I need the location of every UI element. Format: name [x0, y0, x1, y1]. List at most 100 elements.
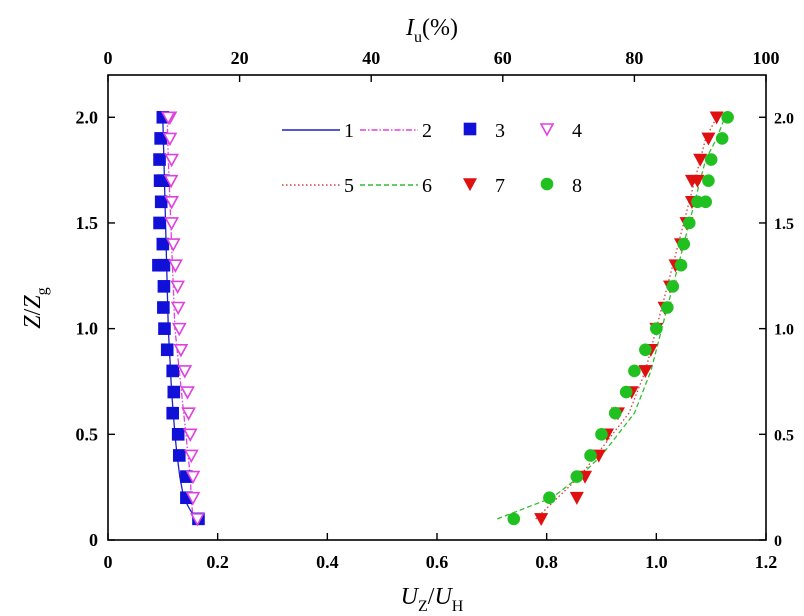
series-8-point — [721, 110, 734, 124]
series-8-point — [682, 216, 696, 230]
series-7-point — [701, 132, 716, 146]
bottom-axis-title: UZ/UH — [401, 584, 464, 615]
series-7-point — [709, 111, 724, 125]
legend-marker-3 — [463, 122, 477, 136]
left-tick-label: 2.0 — [76, 107, 99, 127]
bottom-tick-label: 0.8 — [535, 552, 558, 572]
left-tick-label: 1.0 — [76, 319, 99, 339]
left-axis-title-main: Z — [20, 315, 46, 329]
series-4-point — [162, 132, 178, 147]
series-4-point — [190, 513, 205, 527]
series-3-point — [154, 195, 168, 209]
bottom-tick-label: 1.2 — [755, 552, 778, 572]
series-4-point — [170, 301, 186, 316]
bottom-axis-title-main-sub: Z — [418, 598, 428, 615]
bottom-axis-title-den: U — [434, 584, 453, 610]
bottom-tick-label: 0 — [104, 552, 113, 572]
series-layer — [152, 110, 734, 527]
legend-marker-4 — [539, 123, 555, 137]
series-3-point — [158, 322, 171, 335]
series-4-point — [185, 491, 201, 506]
series-8-point — [507, 512, 521, 526]
series-3-point — [153, 216, 166, 230]
series-3-point — [157, 301, 170, 314]
series-4-point — [180, 386, 195, 400]
series-4-point — [164, 153, 179, 168]
left-axis-title: Z/Zg — [20, 287, 51, 328]
series-3-point — [166, 406, 180, 420]
bottom-tick-label: 0.2 — [206, 552, 229, 572]
legend-label-6: 6 — [422, 175, 432, 197]
bottom-axis-title-main: U — [401, 584, 420, 610]
left-tick-label: 0.5 — [76, 424, 99, 444]
right-tick-label: 2.0 — [774, 110, 794, 127]
bottom-tick-label: 0.4 — [316, 552, 339, 572]
legend-marker-7 — [462, 178, 478, 192]
series-8-point — [660, 301, 674, 314]
top-tick-label: 0 — [104, 48, 113, 68]
right-tick-label: 1.5 — [774, 216, 794, 233]
series-8-point — [584, 449, 597, 462]
series-8-point — [677, 237, 691, 251]
series-4-point — [185, 470, 201, 485]
bottom-tick-label: 0.6 — [426, 552, 449, 572]
ticks-layer: 0 0.2 0.4 0.6 0.8 1.0 1.20 20 40 60 80 10000.51.01.… — [76, 48, 795, 572]
series-4-point — [164, 217, 179, 231]
legend-label-5: 5 — [344, 175, 354, 197]
series-3-point — [153, 174, 167, 187]
legend: 1 2 3 4 5 6 7 8 — [282, 120, 582, 197]
series-4-point — [163, 174, 179, 189]
top-tick-label: 80 — [625, 48, 643, 68]
series-8-point — [704, 153, 718, 166]
series-3-point — [166, 364, 180, 378]
top-axis-title-suffix: (%) — [422, 15, 458, 41]
series-7-point — [534, 513, 549, 526]
top-axis-title-main: I — [405, 15, 415, 41]
series-3-point — [152, 258, 165, 272]
top-tick-label: 60 — [494, 48, 512, 68]
legend-marker-8 — [540, 177, 554, 191]
left-axis-title-den: Z — [20, 295, 46, 309]
series-3-point — [156, 237, 170, 251]
series-8-point — [702, 174, 715, 187]
series-4-point — [171, 322, 187, 337]
series-4-point — [168, 259, 183, 273]
series-3-point — [157, 280, 171, 293]
legend-label-7: 7 — [495, 175, 505, 197]
series-4-point — [181, 407, 196, 421]
series-7-point — [638, 365, 653, 379]
series-4-point — [160, 111, 176, 125]
top-axis-title: Iu(%) — [405, 15, 458, 46]
series-7-point — [693, 153, 708, 167]
top-tick-label: 20 — [231, 48, 249, 68]
series-line-2 — [166, 117, 194, 519]
left-tick-label: 0 — [89, 530, 98, 550]
series-4-point — [165, 238, 181, 252]
series-8-point — [628, 364, 641, 378]
series-8-point — [595, 428, 608, 441]
series-8-point — [608, 406, 622, 420]
series-3-point — [171, 428, 185, 441]
series-8-point — [619, 385, 633, 399]
series-8-point — [570, 470, 584, 483]
left-tick-label: 1.5 — [76, 213, 99, 233]
series-4-point — [170, 280, 185, 295]
series-8-point — [650, 322, 663, 335]
bottom-tick-label: 1.0 — [645, 552, 668, 572]
top-axis-title-sub: u — [414, 29, 422, 46]
series-4-point — [182, 428, 198, 442]
right-tick-label: 1.0 — [774, 322, 794, 339]
series-8-point — [674, 258, 688, 272]
legend-label-4: 4 — [572, 120, 582, 142]
series-3-point — [172, 449, 186, 462]
series-3-point — [153, 153, 166, 166]
series-3-point — [167, 385, 181, 399]
legend-label-1: 1 — [344, 120, 354, 142]
series-4-point — [183, 449, 199, 464]
series-4-point — [173, 343, 189, 358]
series-8-point — [666, 280, 680, 293]
left-axis-title-sep: / — [20, 308, 46, 315]
top-tick-label: 100 — [753, 48, 780, 68]
legend-label-2: 2 — [422, 120, 432, 142]
series-3-point — [160, 343, 174, 357]
